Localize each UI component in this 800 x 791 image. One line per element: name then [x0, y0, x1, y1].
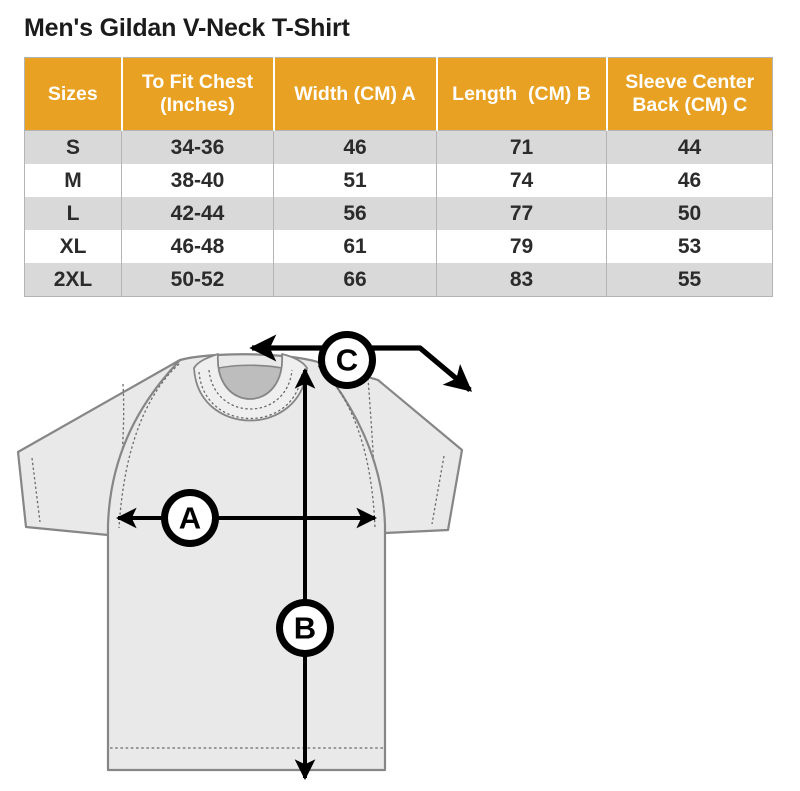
cell-length: 83 [436, 263, 607, 297]
column-header-width: Width (CM) A [273, 57, 438, 131]
cell-size: S [24, 130, 122, 164]
table-row: S 34-36 46 71 44 [24, 130, 773, 164]
table-header-row: Sizes To Fit Chest (Inches) Width (CM) A… [24, 57, 773, 131]
column-header-sleeve: Sleeve Center Back (CM) C [606, 57, 773, 131]
marker-b-label: B [294, 611, 316, 646]
collar-stitch-outer [198, 371, 303, 419]
size-table-container: Sizes To Fit Chest (Inches) Width (CM) A… [24, 57, 773, 297]
marker-a: A [161, 489, 219, 547]
cell-width: 46 [273, 130, 437, 164]
cell-length: 79 [436, 230, 607, 263]
cell-width: 61 [273, 230, 437, 263]
right-sleeve-stitch-outer [431, 455, 445, 525]
cell-width: 66 [273, 263, 437, 297]
cell-sleeve: 55 [606, 263, 773, 297]
marker-c-label: C [336, 343, 358, 378]
cell-size: 2XL [24, 263, 122, 297]
table-row: 2XL 50-52 66 83 55 [24, 263, 773, 297]
tshirt-measurement-diagram: A B C [0, 330, 800, 791]
marker-a-label: A [179, 501, 201, 536]
left-sleeve-stitch-outer [31, 457, 41, 523]
cell-size: XL [24, 230, 122, 263]
cell-chest: 46-48 [121, 230, 274, 263]
table-row: L 42-44 56 77 50 [24, 197, 773, 230]
cell-chest: 34-36 [121, 130, 274, 164]
cell-size: M [24, 164, 122, 197]
cell-width: 51 [273, 164, 437, 197]
cell-sleeve: 53 [606, 230, 773, 263]
collar-stitch-inner [208, 369, 293, 410]
cell-sleeve: 44 [606, 130, 773, 164]
cell-sleeve: 46 [606, 164, 773, 197]
tshirt-illustration [16, 353, 464, 772]
page-title: Men's Gildan V-Neck T-Shirt [24, 14, 350, 42]
column-header-length: Length (CM) B [436, 57, 608, 131]
marker-b: B [276, 599, 334, 657]
table-row: M 38-40 51 74 46 [24, 164, 773, 197]
measurement-arrows: A B C [115, 331, 473, 781]
cell-sleeve: 50 [606, 197, 773, 230]
cell-length: 74 [436, 164, 607, 197]
size-table-body: S 34-36 46 71 44 M 38-40 51 74 46 L 42-4… [24, 130, 773, 297]
cell-size: L [24, 197, 122, 230]
cell-length: 77 [436, 197, 607, 230]
cell-chest: 38-40 [121, 164, 274, 197]
marker-c: C [318, 331, 376, 389]
column-header-chest: To Fit Chest (Inches) [121, 57, 275, 131]
cell-chest: 42-44 [121, 197, 274, 230]
left-shoulder-stitch [118, 363, 180, 529]
size-table-header: Sizes To Fit Chest (Inches) Width (CM) A… [24, 57, 773, 131]
column-header-sizes: Sizes [24, 57, 123, 131]
size-table: Sizes To Fit Chest (Inches) Width (CM) A… [24, 57, 773, 297]
arrow-c-line [249, 334, 473, 392]
cell-width: 56 [273, 197, 437, 230]
table-row: XL 46-48 61 79 53 [24, 230, 773, 263]
cell-length: 71 [436, 130, 607, 164]
cell-chest: 50-52 [121, 263, 274, 297]
